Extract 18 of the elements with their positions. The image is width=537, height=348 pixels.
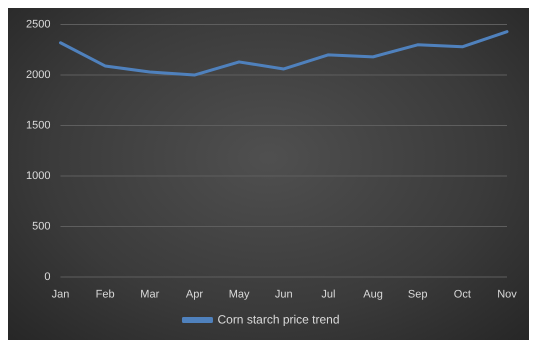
- x-tick-label: Aug: [363, 288, 383, 300]
- x-tick-label: Jul: [321, 288, 336, 300]
- x-tick-label: Apr: [186, 288, 204, 300]
- x-tick-label: Oct: [454, 288, 471, 300]
- y-tick-label: 2500: [26, 18, 50, 31]
- y-tick-label: 1000: [26, 170, 50, 182]
- x-tick-label: Sep: [408, 288, 428, 300]
- x-tick-label: Mar: [140, 288, 160, 300]
- y-tick-label: 2000: [26, 69, 50, 82]
- x-tick-label: Nov: [497, 288, 518, 300]
- y-tick-label: 0: [44, 270, 50, 283]
- x-tick-label: May: [228, 288, 250, 300]
- x-tick-label: Jan: [52, 288, 70, 300]
- y-tick-label: 1500: [26, 120, 50, 132]
- x-tick-label: Jun: [274, 288, 293, 300]
- y-tick-label: 500: [32, 220, 50, 232]
- x-tick-label: Feb: [96, 288, 115, 300]
- legend-label: Corn starch price trend: [217, 312, 340, 326]
